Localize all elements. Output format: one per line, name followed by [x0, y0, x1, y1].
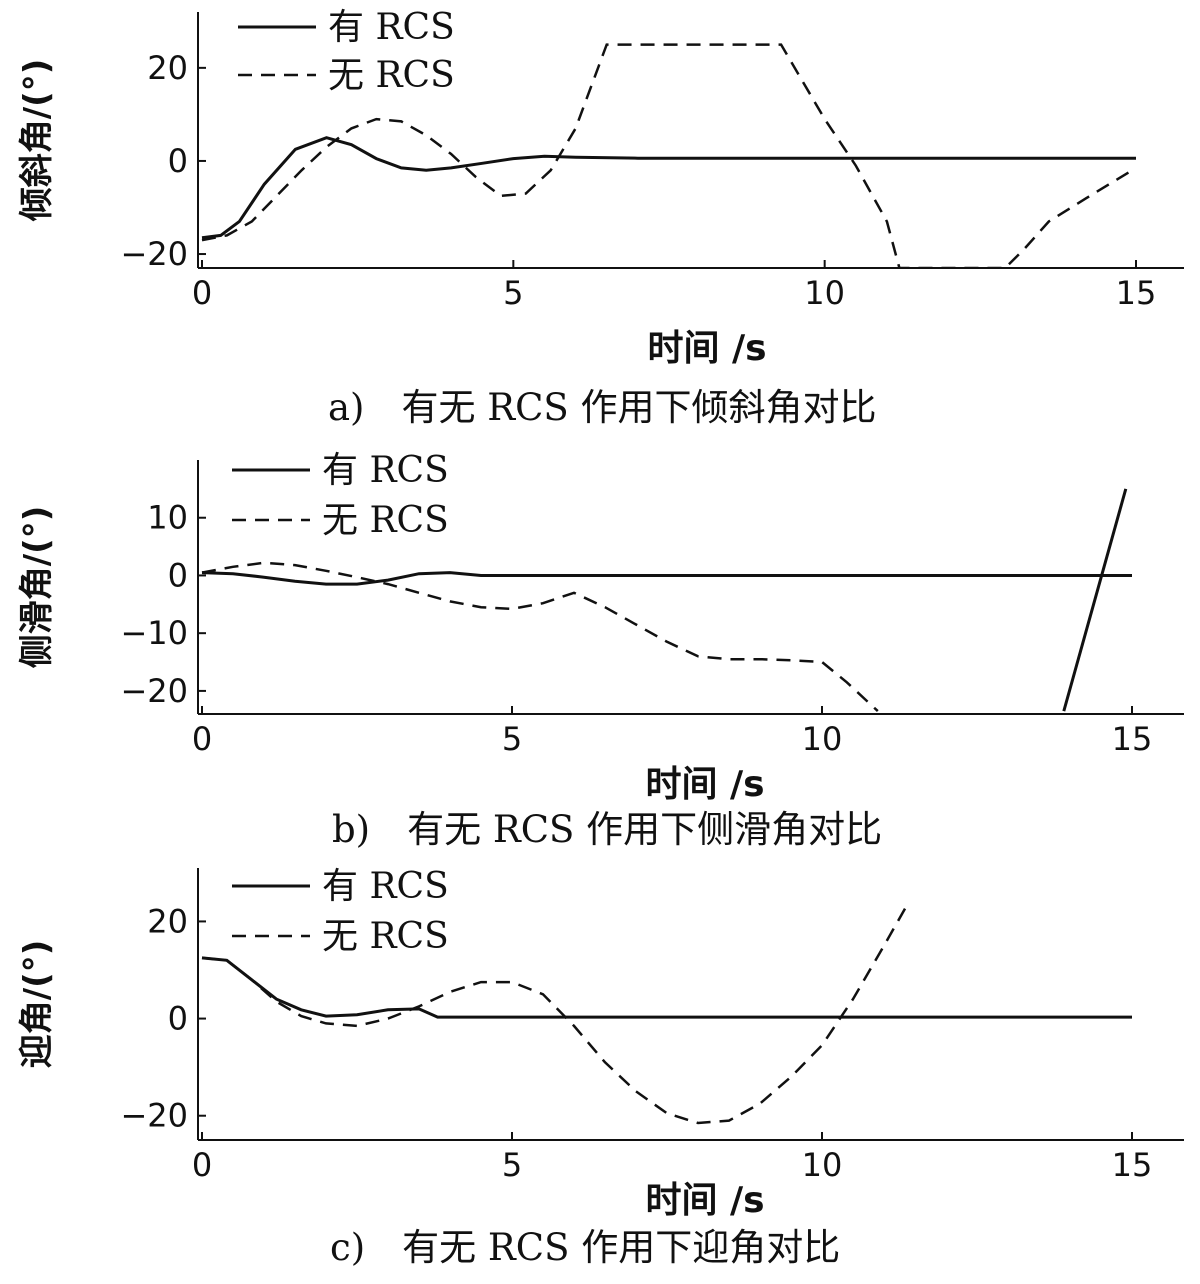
figure-caption: a) 有无 RCS 作用下倾斜角对比 — [328, 386, 877, 429]
x-tick-label: 10 — [802, 720, 843, 758]
x-tick-label: 15 — [1112, 1146, 1153, 1184]
x-axis-label: 时间 /s — [645, 764, 764, 805]
y-tick-label: 20 — [147, 49, 188, 87]
x-tick-label: 10 — [802, 1146, 843, 1184]
y-tick-label: −10 — [120, 614, 188, 652]
series-line-with-rcs — [201, 956, 1132, 1019]
x-axis-label: 时间 /s — [645, 1180, 764, 1221]
series-line-without-rcs — [201, 561, 879, 713]
legend-entry: 无 RCS — [328, 55, 455, 96]
y-axis-label: 侧滑角/(°) — [17, 506, 57, 669]
x-tick-label: 5 — [502, 1146, 522, 1184]
y-tick-label: −20 — [120, 672, 188, 710]
chart-panel-2: 0 5 10 15 −20 −10 0 10 有 RCS 无 RCS 时间 /s 侧滑角/(°) b) … — [17, 450, 1184, 851]
legend-entry: 有 RCS — [328, 7, 455, 48]
legend-entry: 无 RCS — [322, 500, 449, 541]
series-line-with-rcs — [201, 136, 1136, 240]
y-tick-label: 20 — [147, 902, 188, 940]
x-tick-label: 5 — [502, 720, 522, 758]
series-line-without-rcs — [201, 901, 910, 1125]
legend-entry: 有 RCS — [322, 450, 449, 491]
x-tick-label: 5 — [503, 274, 523, 312]
y-axis-label: 迎角/(°) — [17, 940, 57, 1069]
x-tick-label: 10 — [804, 274, 845, 312]
y-tick-label: 0 — [168, 1000, 188, 1038]
y-tick-label: 0 — [168, 142, 188, 180]
x-tick-label: 0 — [192, 1146, 212, 1184]
figure-caption: c) 有无 RCS 作用下迎角对比 — [330, 1226, 840, 1269]
series-line-without-rcs — [201, 43, 1137, 268]
x-tick-label: 0 — [192, 274, 212, 312]
y-tick-label: 10 — [147, 499, 188, 537]
y-tick-label: 0 — [168, 556, 188, 594]
figure-caption: b) 有无 RCS 作用下侧滑角对比 — [332, 808, 882, 851]
x-axis-label: 时间 /s — [647, 328, 766, 369]
legend-entry: 无 RCS — [322, 916, 449, 957]
legend-entry: 有 RCS — [322, 866, 449, 907]
y-tick-label: −20 — [120, 235, 188, 273]
y-axis-label: 倾斜角/(°) — [17, 59, 57, 223]
series-line-with-rcs — [201, 571, 1132, 586]
x-tick-label: 15 — [1112, 720, 1153, 758]
y-tick-label: −20 — [120, 1097, 188, 1135]
x-tick-label: 15 — [1116, 274, 1157, 312]
series-line-with-rcs-segment — [1062, 488, 1128, 712]
x-tick-label: 0 — [192, 720, 212, 758]
